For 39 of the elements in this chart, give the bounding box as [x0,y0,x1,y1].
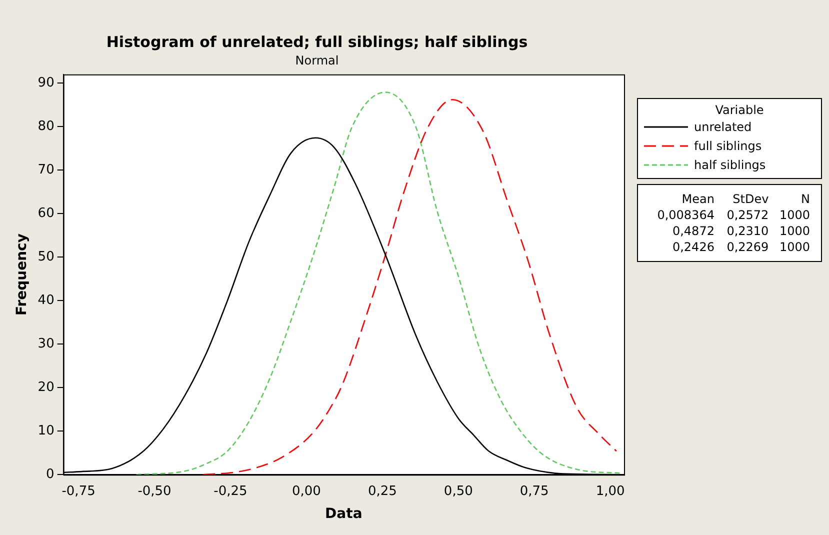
x-tick-label: 1,00 [596,484,625,499]
y-tick-label: 60 [38,206,54,221]
x-tick-label: 0,00 [292,484,321,499]
chart-title: Histogram of unrelated; full siblings; half siblings [106,32,528,51]
text: 1000 [778,223,811,239]
text: 0,2572 [726,207,770,223]
chart-subtitle: Normal [295,53,339,68]
text: 0,4872 [671,223,716,239]
legend-label: unrelated [694,120,752,134]
x-tick-label: 0,50 [444,484,473,499]
x-tick-label: -0,50 [138,484,172,499]
x-tick-label: -0,25 [214,484,248,499]
x-tick-label: 0,25 [368,484,397,499]
text: 1000 [778,207,811,223]
y-tick-label: 80 [38,118,54,134]
text: Mean [680,191,716,207]
y-axis-title: Frequency [14,234,30,316]
y-tick-label: 20 [38,380,54,395]
x-tick-label: -0,75 [62,484,96,499]
x-tick-label: 0,75 [520,484,549,499]
y-tick-label: 0 [46,466,54,482]
legend-title: Variable [714,103,765,117]
x-axis-title: Data [325,506,362,522]
text: 0,2310 [726,223,770,239]
y-tick-label: 40 [38,292,54,308]
text: StDev [732,191,770,207]
legend-label: full siblings [694,138,762,152]
text: N [800,191,811,207]
y-tick-label: 30 [38,336,54,352]
y-tick-label: 10 [38,423,54,438]
y-tick-label: 50 [38,249,54,264]
text: 0,2426 [671,239,716,255]
y-tick-label: 70 [38,162,54,178]
line-series [202,98,618,475]
y-tick-label: 90 [38,75,54,90]
text: 0,2269 [726,239,770,255]
text: 0,008364 [656,207,716,223]
text: 1000 [778,239,811,255]
legend-label: half siblings [694,158,766,172]
